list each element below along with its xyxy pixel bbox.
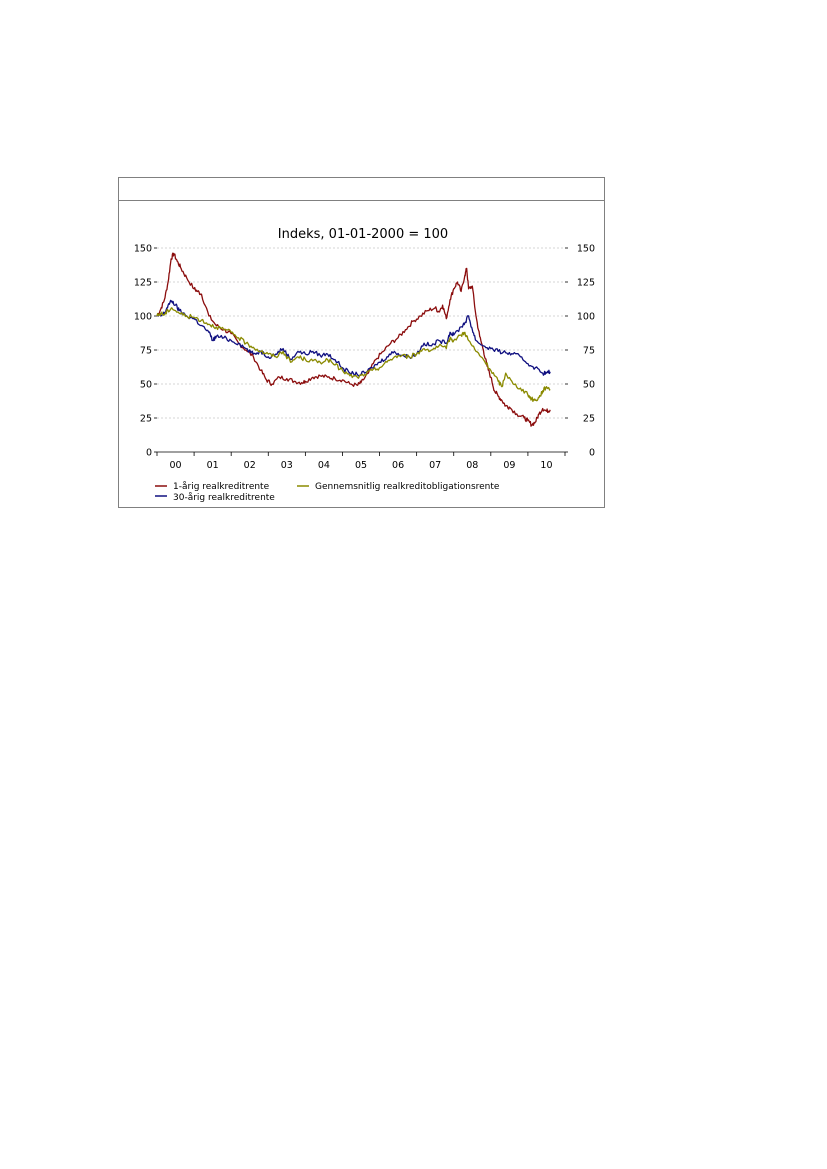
legend-label-3: Gennemsnitlig realkreditobligationsrente [315,482,500,492]
y-tick-label-left: 150 [134,244,152,255]
y-tick-label-left: 75 [140,346,152,357]
x-tick-label: 04 [318,460,330,471]
y-tick-label-left: 100 [134,312,152,323]
legend-label-1: 1-årig realkreditrente [173,481,270,492]
y-tick-label-left: 125 [134,278,152,289]
y-tick-label-right: 25 [583,414,595,425]
x-tick-label: 01 [207,460,219,471]
chart-header-bar [119,178,604,201]
chart-title: Indeks, 01-01-2000 = 100 [278,227,448,242]
x-tick-label: 10 [540,460,552,471]
series-line-2 [156,299,551,377]
legend-label-2: 30-årig realkreditrente [173,492,275,503]
y-tick-label-right: 125 [577,278,595,289]
y-tick-label-left: 25 [140,414,152,425]
x-tick-label: 05 [355,460,367,471]
y-tick-label-left: 0 [146,448,152,459]
x-tick-label: 00 [169,460,181,471]
x-tick-label: 06 [392,460,404,471]
y-tick-label-left: 50 [140,380,152,391]
legend: 1-årig realkreditrente 30-årig realkredi… [155,481,500,503]
y-tick-label-right: 100 [577,312,595,323]
x-tick-label: 07 [429,460,441,471]
x-tick-label: 09 [503,460,515,471]
gridlines [157,247,565,419]
y-tick-label-right: 75 [583,346,595,357]
series-line-3 [156,307,551,403]
series-lines [156,252,551,427]
x-tick-label: 03 [281,460,293,471]
x-tick-label: 08 [466,460,478,471]
chart-frame: Indeks, 01-01-2000 = 100 0 0 25 25 50 50 75 75 1… [118,177,605,508]
y-tick-label-right: 150 [577,244,595,255]
y-tick-label-right: 50 [583,380,595,391]
y-tick-label-right: 0 [589,448,595,459]
series-line-1 [156,252,551,427]
x-tick-label: 02 [244,460,256,471]
